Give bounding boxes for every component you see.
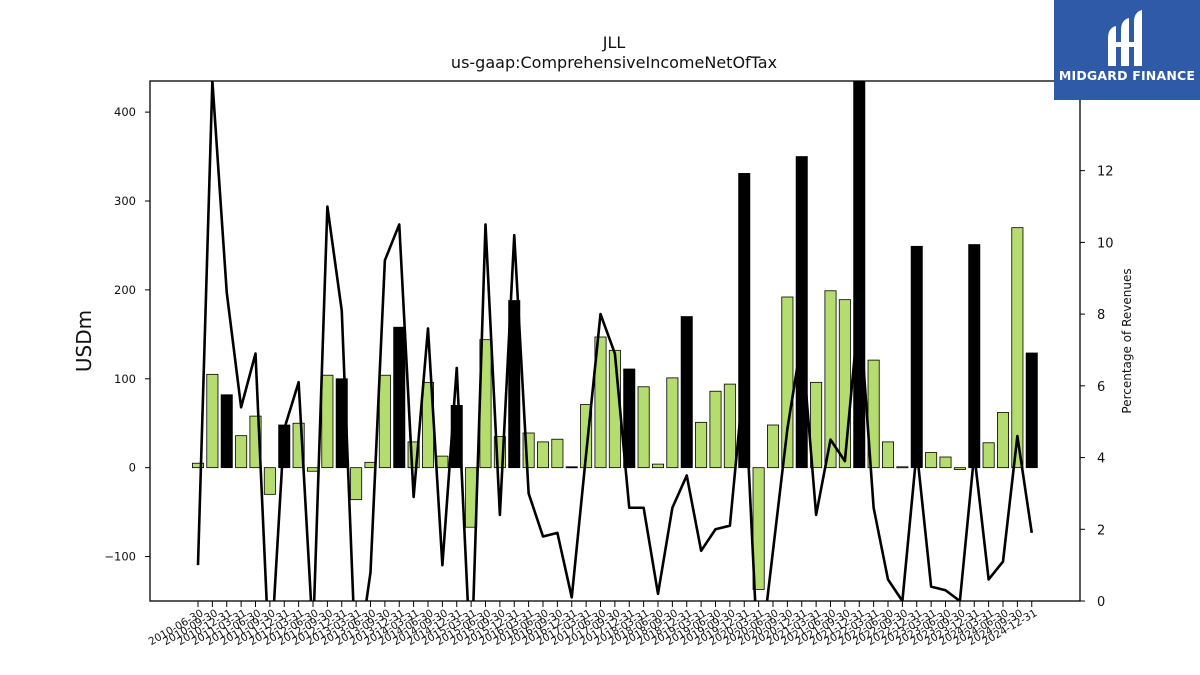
bar-2011-09-30 <box>263 467 276 495</box>
bar-2015-09-30 <box>493 436 506 469</box>
bar-2010-09-30 <box>206 373 219 469</box>
y-tick-label-right: 4 <box>1097 452 1105 467</box>
y-tick-label-left: −100 <box>104 550 136 564</box>
bar-2019-12-31 <box>738 173 751 469</box>
bar-2023-06-30 <box>939 456 952 469</box>
bar-2012-09-30 <box>321 374 334 469</box>
y-tick-label-left: 300 <box>114 194 136 208</box>
bar-2011-03-31 <box>235 435 248 469</box>
bar-2019-06-30 <box>709 390 722 469</box>
bar-2023-12-31 <box>968 244 981 469</box>
brand-name: MIDGARD FINANCE <box>1058 68 1196 83</box>
y-axis-label-right: Percentage of Revenues <box>1120 268 1134 413</box>
y-tick-label-left: 400 <box>114 105 136 119</box>
bar-2022-06-30 <box>882 441 895 469</box>
chart-title-line1: JLL <box>602 33 626 52</box>
bar-2015-12-31 <box>508 300 521 469</box>
brand-logo: MIDGARD FINANCE <box>1054 0 1200 100</box>
bar-2023-03-31 <box>925 452 938 469</box>
bar-2019-03-31 <box>695 421 708 469</box>
plot-frame <box>149 80 1081 602</box>
bar-2022-12-31 <box>910 245 923 469</box>
bar-2014-03-31 <box>407 441 420 469</box>
y-tick-label-right: 10 <box>1097 236 1114 251</box>
bar-2010-06-30 <box>191 462 204 469</box>
y-axis-right: 0 2 4 6 8 10 12 <box>1080 165 1114 610</box>
bar-2016-06-30 <box>537 441 550 469</box>
bar-2016-09-30 <box>551 438 564 469</box>
bar-2022-09-30 <box>896 466 909 469</box>
bar-2024-06-30 <box>997 412 1010 469</box>
y-tick-label-left: 200 <box>114 283 136 297</box>
bar-2010-12-31 <box>220 394 233 469</box>
bar-2018-06-30 <box>652 463 665 469</box>
bar-2021-03-31 <box>810 381 823 469</box>
bar-2019-09-30 <box>723 383 736 469</box>
bar-2017-06-30 <box>594 336 607 469</box>
y-axis-label-left: USDm <box>72 310 96 372</box>
bar-2018-12-31 <box>680 316 693 469</box>
bar-2017-12-31 <box>623 368 636 469</box>
y-tick-label-right: 8 <box>1097 308 1105 323</box>
bar-2013-03-31 <box>350 467 363 501</box>
y-tick-label-right: 2 <box>1097 523 1105 538</box>
brand-mark-icon <box>1108 10 1142 66</box>
bar-2013-12-31 <box>393 326 406 469</box>
y-axis-left: −100 0 100 200 300 400 <box>104 105 150 564</box>
bar-2013-09-30 <box>378 374 391 469</box>
bar-2012-06-30 <box>306 467 319 472</box>
y-tick-label-right: 12 <box>1097 165 1114 180</box>
bar-2021-09-30 <box>838 299 851 469</box>
y-tick-label-left: 100 <box>114 372 136 386</box>
bar-2011-06-30 <box>249 415 262 469</box>
bar-2024-09-30 <box>1011 227 1024 469</box>
bar-2024-12-31 <box>1025 352 1038 469</box>
bar-2021-06-30 <box>824 290 837 469</box>
series-line-percentage-of-revenues <box>196 81 1034 601</box>
bar-2016-12-31 <box>565 466 578 469</box>
x-axis: 2010-06-302010-09-302010-12-312011-03-31… <box>147 601 1039 648</box>
bar-2020-06-30 <box>767 424 780 469</box>
bar-2012-03-31 <box>292 422 305 469</box>
chart-title-line2: us-gaap:ComprehensiveIncomeNetOfTax <box>451 53 777 72</box>
bar-2020-03-31 <box>752 467 765 590</box>
line-group <box>196 81 1034 601</box>
y-tick-label-right: 6 <box>1097 380 1105 395</box>
bar-2023-09-30 <box>953 467 966 470</box>
bar-2014-09-30 <box>436 455 449 469</box>
bar-2016-03-31 <box>522 432 535 469</box>
bar-2024-03-31 <box>982 442 995 469</box>
bar-group <box>191 80 1038 590</box>
bar-2021-12-31 <box>853 80 866 469</box>
bar-2017-03-31 <box>580 404 593 469</box>
bar-2018-03-31 <box>637 386 650 469</box>
bar-2018-09-30 <box>666 377 679 469</box>
y-tick-label-right: 0 <box>1097 595 1105 610</box>
y-tick-label-left: 0 <box>129 461 136 475</box>
bar-2020-12-31 <box>795 156 808 469</box>
bar-2020-09-30 <box>781 296 794 469</box>
